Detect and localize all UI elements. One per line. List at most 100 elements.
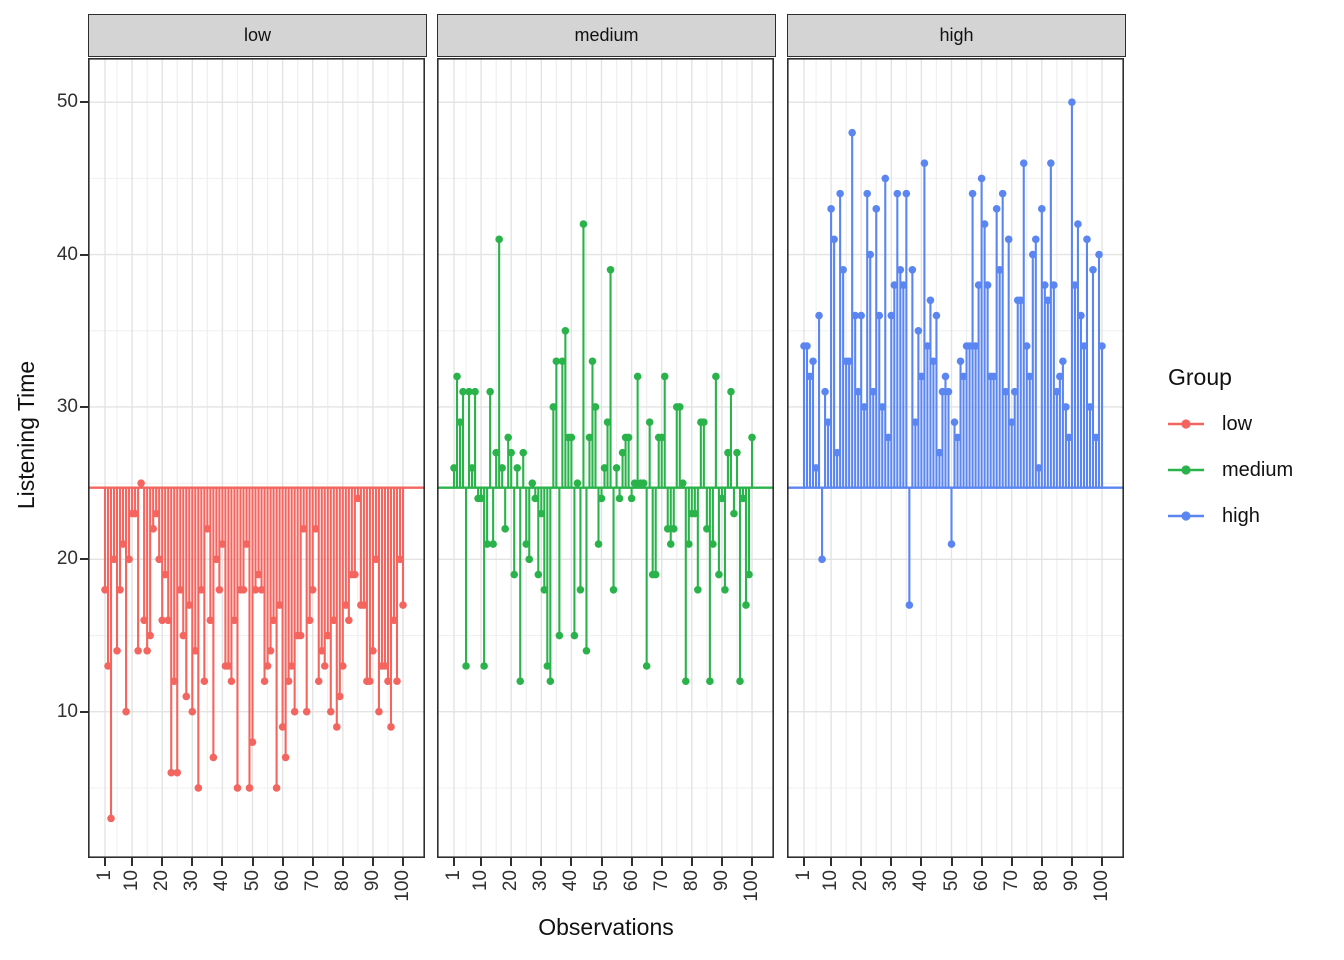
data-point [977, 174, 986, 183]
data-point [131, 509, 139, 518]
data-point [540, 586, 549, 594]
data-point [926, 296, 935, 305]
data-point [1083, 235, 1091, 244]
data-point [531, 494, 540, 503]
data-point [125, 555, 133, 564]
x-tick-mark [890, 858, 893, 866]
data-point [179, 631, 188, 640]
data-point [546, 677, 555, 686]
data-point [320, 662, 329, 670]
data-point [923, 342, 932, 350]
data-point [669, 525, 678, 533]
x-tick-label: 30 [530, 870, 552, 892]
data-point [1065, 433, 1073, 442]
data-point [284, 677, 293, 686]
x-tick-label: 1 [94, 870, 115, 881]
data-point [558, 357, 567, 366]
data-point [266, 646, 275, 655]
legend-key-high-icon [1168, 511, 1204, 521]
data-point [465, 387, 473, 396]
data-point [854, 387, 862, 396]
data-point [176, 586, 185, 594]
y-tick-label: 40 [56, 243, 78, 265]
data-point [657, 433, 666, 442]
data-point [203, 525, 212, 533]
data-point [354, 494, 362, 503]
data-point [824, 418, 832, 426]
panel-low [88, 58, 425, 858]
y-tick-label: 10 [56, 700, 78, 722]
data-point [251, 586, 260, 594]
data-point [836, 189, 844, 198]
x-tick-mark [830, 858, 833, 866]
data-point [585, 433, 594, 442]
data-point [218, 540, 227, 548]
x-tick-mark [453, 858, 455, 866]
x-tick-mark [1010, 858, 1013, 866]
data-point [332, 723, 341, 731]
data-point [1062, 403, 1070, 411]
data-point [642, 662, 651, 670]
x-tick-mark [570, 858, 573, 866]
data-point [342, 601, 350, 609]
x-tick-mark [341, 858, 344, 866]
data-point [329, 616, 338, 625]
data-point [630, 479, 639, 487]
x-tick-label: 40 [560, 870, 582, 892]
data-point [1086, 403, 1094, 411]
data-point [1068, 98, 1076, 106]
data-point [573, 479, 582, 487]
data-point [884, 433, 893, 442]
data-point [947, 540, 956, 548]
data-point [483, 540, 491, 548]
x-tick-label: 80 [1030, 870, 1052, 892]
data-point [941, 372, 950, 381]
data-point [956, 357, 965, 366]
data-point [140, 616, 148, 625]
data-point [603, 418, 612, 426]
data-point [561, 326, 570, 335]
data-point [351, 570, 359, 579]
data-point [706, 677, 714, 686]
data-point [372, 555, 380, 564]
panel-border [88, 58, 425, 858]
data-point [1007, 418, 1016, 426]
x-tick-label: 40 [211, 870, 233, 892]
data-point [110, 555, 118, 564]
data-point [703, 525, 711, 533]
data-point [1044, 296, 1052, 305]
data-point [1050, 281, 1058, 289]
data-point [875, 311, 884, 320]
data-point [459, 387, 467, 396]
x-tick-label: 20 [500, 870, 522, 892]
data-point [736, 677, 744, 686]
x-tick-label: 80 [680, 870, 702, 892]
x-tick-mark [1101, 858, 1104, 866]
y-tick-mark [80, 405, 88, 408]
legend-key-point [1181, 511, 1191, 521]
x-tick-label: 90 [710, 870, 732, 892]
data-point [989, 372, 998, 381]
data-point [1041, 281, 1049, 289]
data-point [609, 586, 618, 594]
data-point [498, 464, 506, 472]
data-point [869, 387, 878, 396]
x-tick-mark [860, 858, 863, 866]
data-point [290, 707, 299, 716]
x-tick-label: 60 [271, 870, 293, 892]
data-point [920, 159, 929, 167]
data-point [908, 266, 917, 274]
data-point [742, 601, 750, 609]
facet-strip-label: low [243, 25, 271, 45]
data-point [254, 570, 263, 579]
data-point [248, 738, 257, 746]
data-point [537, 509, 546, 518]
data-point [387, 723, 395, 731]
x-tick-mark [540, 858, 543, 866]
data-point [591, 403, 600, 411]
data-point [715, 570, 723, 579]
data-point [809, 357, 817, 366]
data-point [902, 189, 911, 198]
data-point [685, 540, 693, 548]
data-point [663, 525, 672, 533]
